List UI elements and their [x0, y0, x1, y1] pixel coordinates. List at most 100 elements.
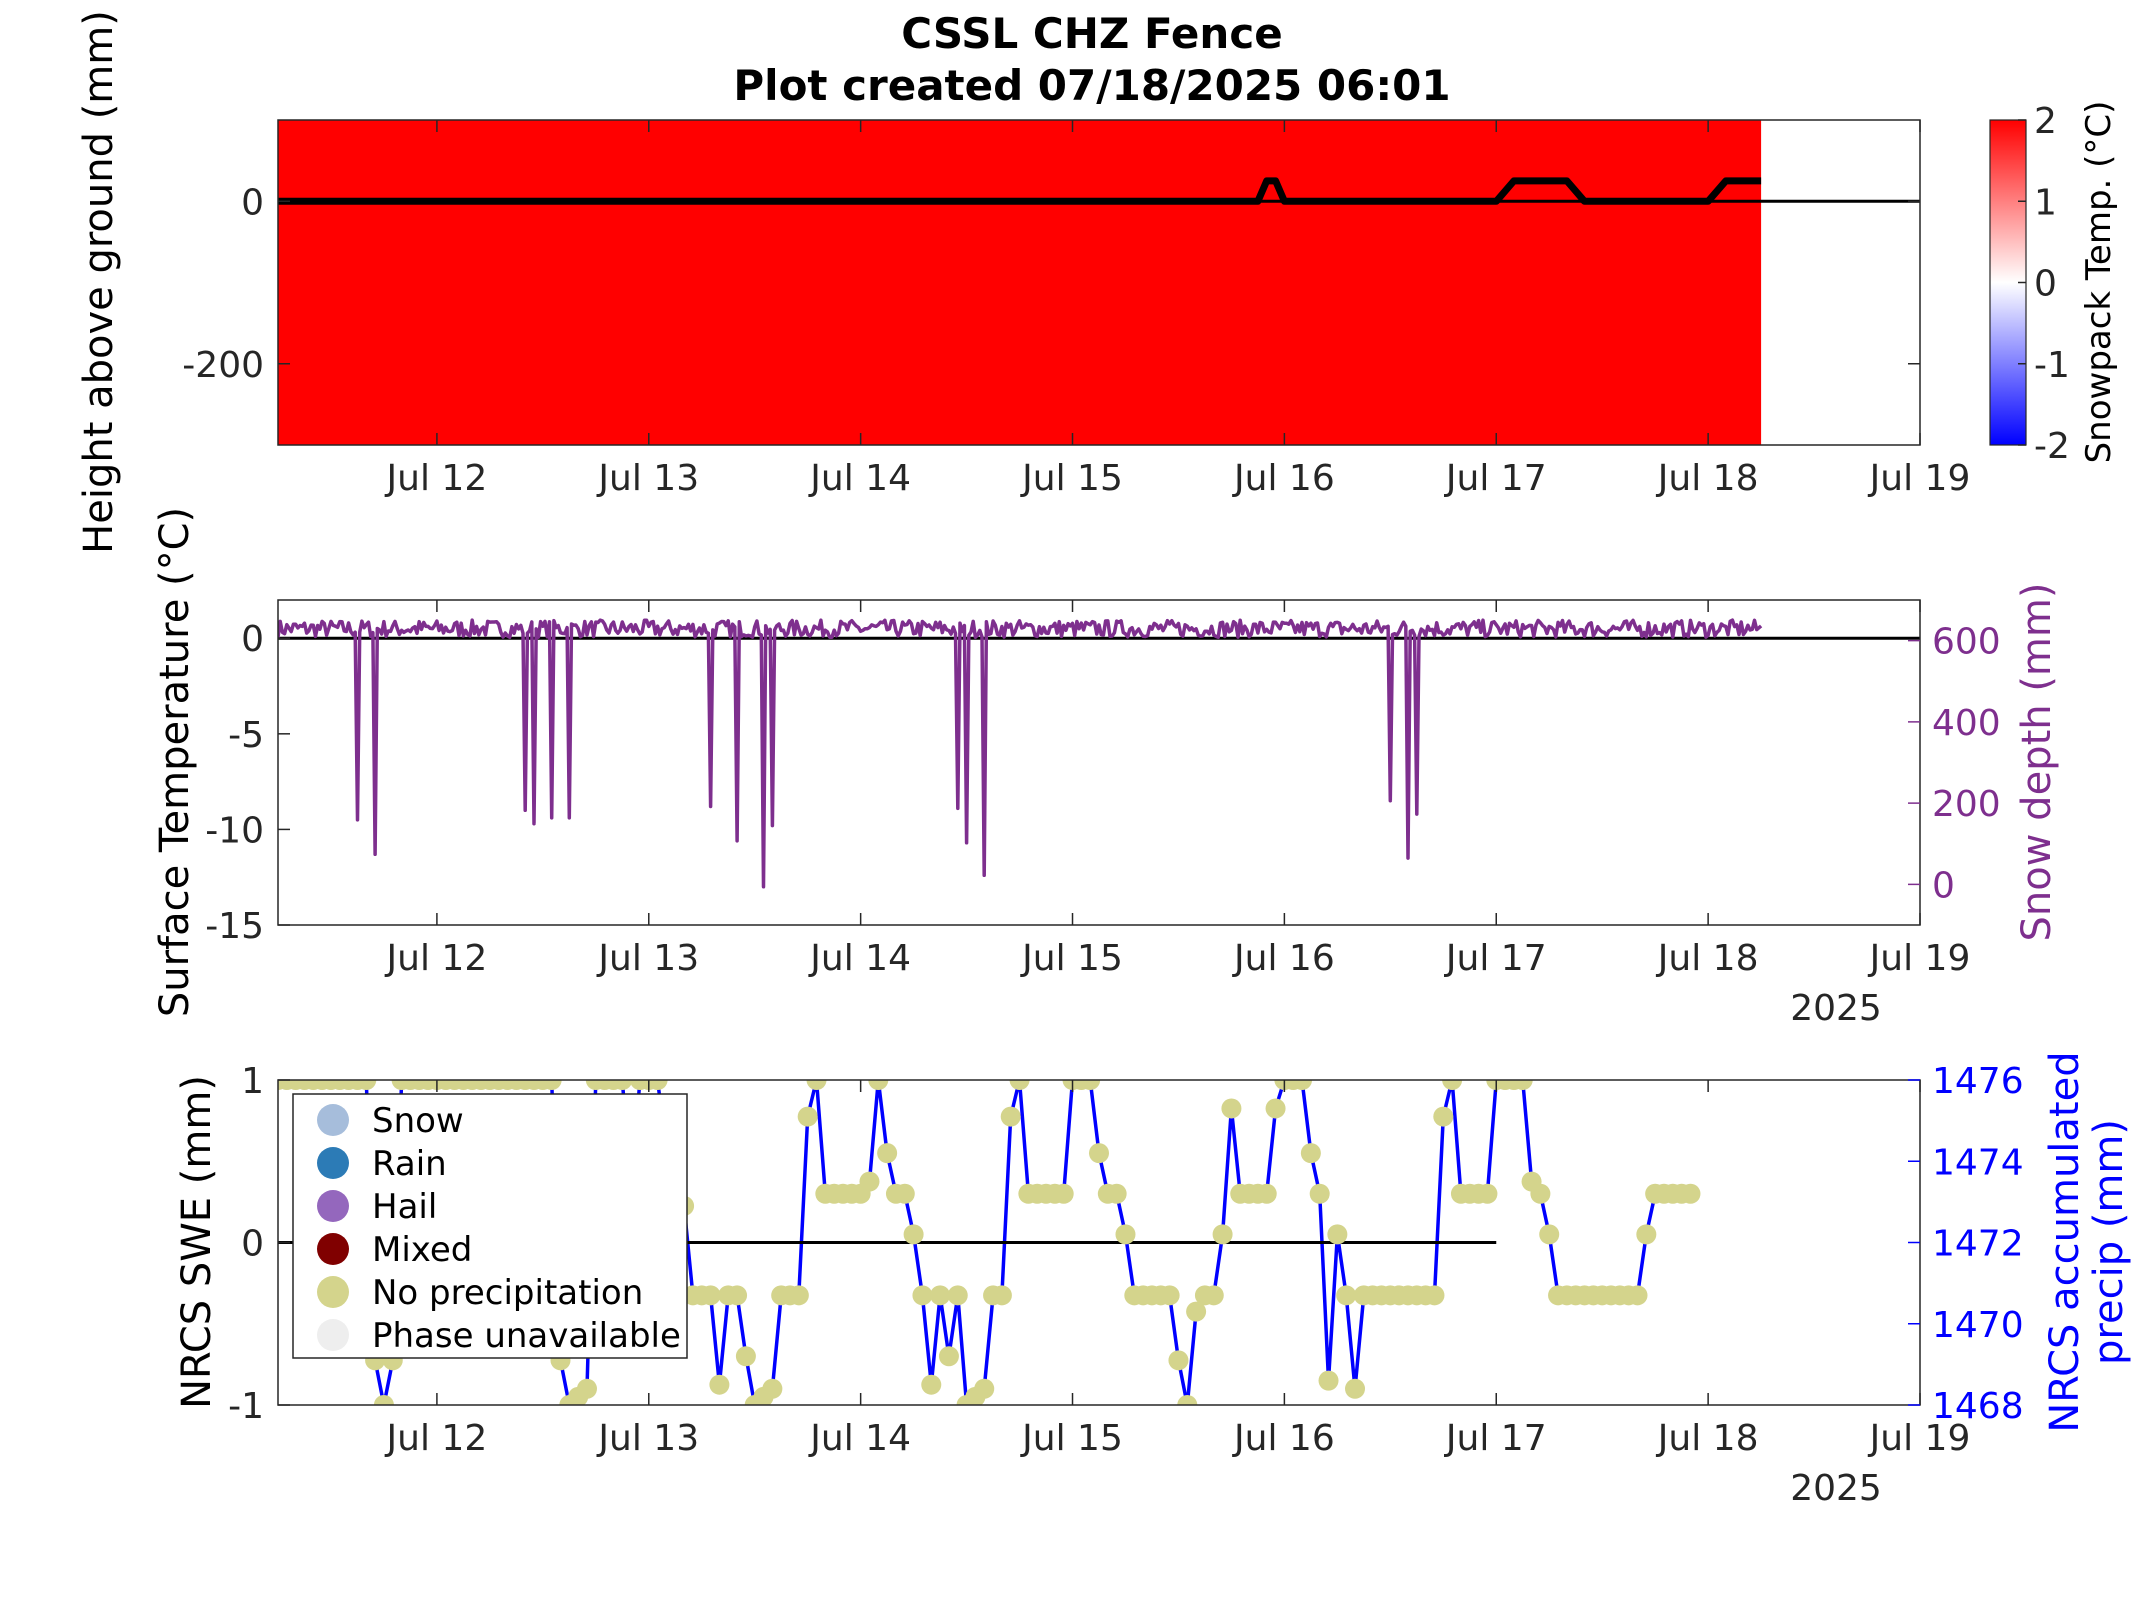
phase-point: [1115, 1224, 1136, 1245]
phase-point: [1177, 1395, 1198, 1405]
phase-point: [1186, 1301, 1207, 1322]
phase-point: [612, 1080, 633, 1090]
colorbar-tick-label: -2: [2034, 426, 2070, 467]
colorbar-tick-label: 2: [2034, 101, 2057, 142]
phase-point: [1159, 1285, 1180, 1306]
panel-surface-temperature: Jul 12 Jul 13 Jul 14 Jul 15 Jul 16 Jul 17 Jul …: [152, 507, 2060, 1029]
phase-point: [947, 1285, 968, 1306]
chart-title-line1: CSSL CHZ Fence: [901, 9, 1282, 58]
y-axis-label-left: Surface Temperature (°C): [152, 507, 198, 1017]
x-tick-label: Jul 14: [808, 938, 911, 979]
year-label: 2025: [1790, 988, 1882, 1029]
y-tick-label-left: -10: [205, 810, 264, 851]
colorbar-tick-label: 1: [2034, 182, 2057, 223]
phase-point: [903, 1224, 924, 1245]
y-tick-label-left: 1: [241, 1061, 264, 1102]
phase-point: [1742, 0, 1762, 10]
y-tick-label-left: -1: [228, 1386, 264, 1427]
phase-point: [1345, 1378, 1366, 1399]
y-axis-label: Height above ground (mm): [76, 10, 122, 554]
x-tick-label: Jul 12: [385, 458, 488, 499]
phase-point: [1336, 1285, 1357, 1306]
x-tick-label: Jul 13: [596, 938, 699, 979]
phase-point: [912, 1285, 933, 1306]
panel-nrcs: Jul 12 Jul 13 Jul 14 Jul 15 Jul 16 Jul 17 Jul …: [174, 0, 2132, 1509]
phase-point: [1327, 1224, 1348, 1245]
phase-point: [1203, 1285, 1224, 1306]
phase-point: [991, 1285, 1012, 1306]
phase-point: [735, 1346, 756, 1367]
y-tick-label-left: 0: [241, 1224, 264, 1265]
legend-label: No precipitation: [372, 1273, 643, 1313]
chart-title-line2: Plot created 07/18/2025 06:01: [733, 61, 1450, 110]
phase-point: [1168, 1350, 1189, 1371]
y-axis-label-right-line1: NRCS accumulated: [2042, 1051, 2088, 1432]
y-tick-label-right: 200: [1932, 784, 2001, 825]
phase-point: [1707, 0, 1727, 10]
colorbar-tick-label: -1: [2034, 345, 2070, 386]
phase-point: [1680, 1183, 1701, 1204]
legend-label: Rain: [372, 1144, 447, 1184]
phase-point: [974, 1378, 995, 1399]
y-tick-label: 0: [241, 182, 264, 223]
x-tick-label: Jul 13: [596, 1418, 699, 1459]
phase-point: [1089, 1143, 1109, 1164]
y-tick-label-right: 400: [1932, 703, 2001, 744]
y-axis-label-left: NRCS SWE (mm): [174, 1075, 220, 1409]
x-tick-label: Jul 18: [1656, 938, 1759, 979]
y-tick-label-right: 1474: [1932, 1142, 2024, 1183]
phase-point: [1009, 1080, 1030, 1090]
phase-point: [1212, 1224, 1233, 1245]
phase-point: [921, 1374, 942, 1395]
phase-point: [1309, 1183, 1330, 1204]
y-tick-label-left: 0: [241, 619, 264, 660]
phase-point: [356, 1080, 377, 1090]
x-tick-label: Jul 15: [1020, 938, 1123, 979]
phase-point: [1725, 0, 1745, 10]
phase-point: [930, 1285, 951, 1306]
snow-surface-line: [278, 177, 1762, 205]
phase-point: [1292, 1080, 1313, 1090]
phase-point: [938, 1346, 959, 1367]
phase-point: [1318, 1370, 1339, 1391]
phase-point: [1442, 1080, 1463, 1090]
x-tick-label: Jul 19: [1868, 458, 1971, 499]
phase-point: [894, 1183, 915, 1204]
phase-point: [647, 1080, 668, 1090]
phase-point: [576, 1378, 597, 1399]
x-tick-label: Jul 14: [808, 458, 911, 499]
y-axis-label-right-line2: precip (mm): [2086, 1119, 2132, 1365]
x-tick-label: Jul 12: [385, 938, 488, 979]
temperature-heat-region: [278, 120, 1762, 445]
legend-label: Mixed: [372, 1230, 472, 1270]
phase-point: [1080, 1080, 1101, 1090]
phase-point: [1106, 1183, 1127, 1204]
legend-label: Hail: [372, 1187, 437, 1227]
x-tick-label: Jul 13: [596, 458, 699, 499]
legend-marker: [317, 1276, 349, 1308]
phase-point: [1512, 1080, 1533, 1090]
phase-point: [762, 1378, 783, 1399]
x-tick-label: Jul 18: [1656, 458, 1759, 499]
phase-point: [1698, 0, 1718, 10]
phase-point: [877, 1143, 898, 1164]
phase-point: [859, 1171, 880, 1192]
legend-marker: [317, 1190, 349, 1222]
phase-point: [797, 1106, 818, 1127]
phase-point: [709, 1374, 730, 1395]
legend-label: Phase unavailable: [372, 1316, 681, 1356]
y-axis-label-right: Snow depth (mm): [2014, 583, 2060, 942]
phase-point: [868, 1080, 889, 1090]
y-tick-label-right: 1476: [1932, 1061, 2024, 1102]
phase-point: [806, 1080, 827, 1090]
legend-label: Snow: [372, 1101, 464, 1141]
x-tick-label: Jul 17: [1444, 458, 1547, 499]
x-tick-label: Jul 16: [1232, 1418, 1335, 1459]
y-tick-label: -200: [182, 345, 264, 386]
x-tick-label: Jul 15: [1020, 1418, 1123, 1459]
phase-point: [1265, 1098, 1286, 1119]
x-tick-label: Jul 16: [1232, 458, 1335, 499]
panel-snowpack-profile: Jul 12 Jul 13 Jul 14 Jul 15 Jul 16 Jul 17 Jul …: [76, 10, 2119, 554]
plot-frame: [277, 599, 1921, 926]
